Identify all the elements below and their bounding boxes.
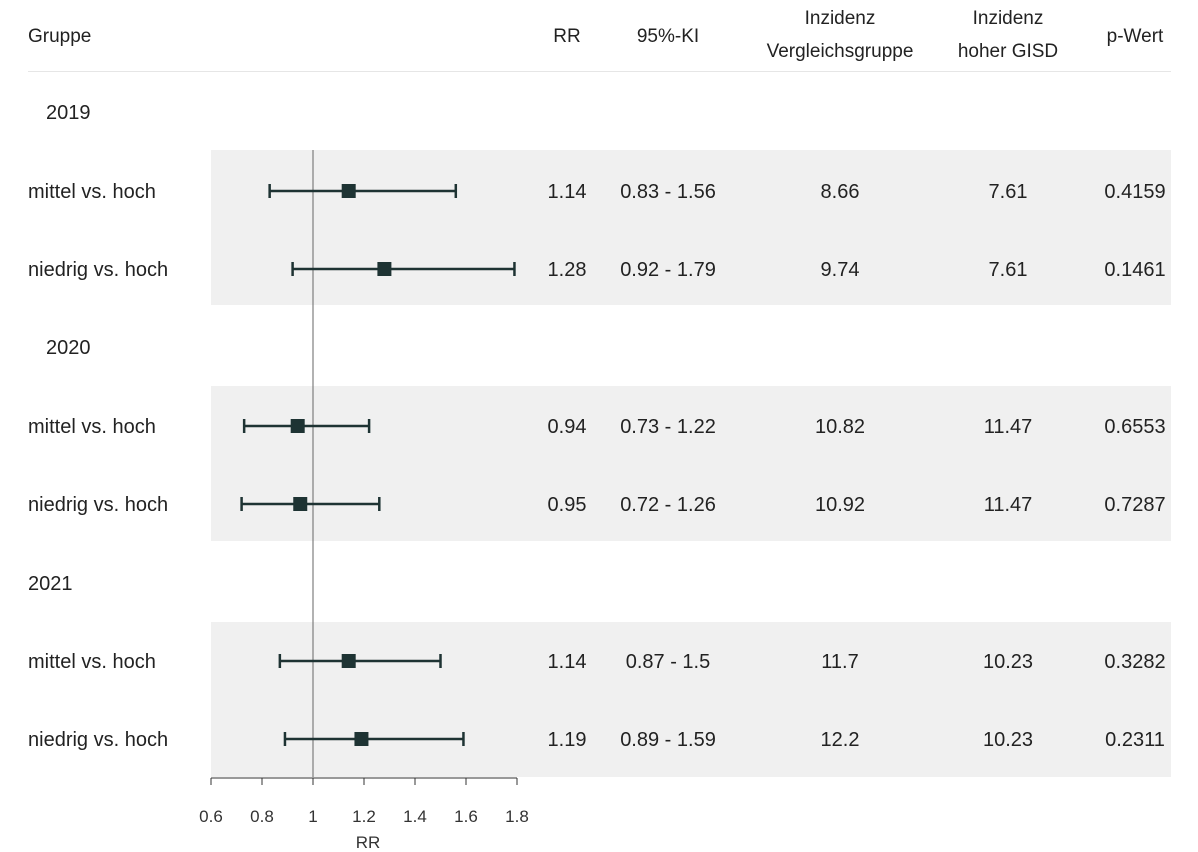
p-value: 0.6553 — [1104, 416, 1166, 438]
header-divider — [28, 71, 1171, 72]
rr-value: 1.28 — [547, 259, 587, 281]
row-label: mittel vs. hoch — [28, 181, 156, 203]
inzidenz-vergleich-value: 9.74 — [820, 259, 860, 281]
point-estimate — [341, 184, 356, 198]
p-value: 0.7287 — [1104, 494, 1166, 516]
inzidenz-vergleich-value: 10.82 — [814, 416, 866, 438]
rr-value: 1.19 — [547, 729, 587, 751]
x-tick-label: 0.8 — [250, 807, 274, 826]
p-value: 0.1461 — [1104, 259, 1166, 281]
inzidenz-vergleich-value: 10.92 — [814, 494, 866, 516]
x-tick-label: 1.4 — [403, 807, 427, 826]
ci-value: 0.87 - 1.5 — [625, 651, 711, 673]
rr-value: 1.14 — [547, 181, 587, 203]
x-tick-label: 1 — [308, 807, 317, 826]
inzidenz-hoch-value: 11.47 — [983, 494, 1033, 516]
header-p-wert: p-Wert — [1106, 26, 1164, 47]
inzidenz-hoch-value: 10.23 — [982, 729, 1034, 751]
inzidenz-vergleich-value: 12.2 — [820, 729, 860, 751]
point-estimate — [293, 497, 308, 511]
ci-value: 0.92 - 1.79 — [620, 259, 716, 281]
row-label: mittel vs. hoch — [28, 416, 156, 438]
ci-value: 0.83 - 1.56 — [620, 181, 716, 203]
header-rr: RR — [553, 26, 581, 47]
group-label-2019: 2019 — [46, 102, 91, 124]
ci-value: 0.72 - 1.26 — [620, 494, 716, 516]
p-value: 0.2311 — [1105, 729, 1165, 751]
point-estimate — [354, 732, 369, 746]
inzidenz-hoch-value: 11.47 — [983, 416, 1033, 438]
group-band-2019 — [211, 150, 1171, 305]
p-value: 0.4159 — [1104, 181, 1166, 203]
x-tick-label: 0.6 — [199, 807, 223, 826]
header-inzidenz-hoch-line2: hoher GISD — [957, 41, 1059, 62]
inzidenz-hoch-value: 10.23 — [982, 651, 1034, 673]
x-axis-label: RR — [356, 833, 381, 852]
header-ci: 95%-KI — [636, 26, 700, 47]
ci-value: 0.73 - 1.22 — [620, 416, 716, 438]
point-estimate — [377, 262, 392, 276]
row-label: niedrig vs. hoch — [28, 494, 169, 516]
rr-value: 1.14 — [547, 651, 587, 673]
rr-value: 0.94 — [547, 416, 587, 438]
group-label-2021: 2021 — [28, 573, 73, 595]
row-label: niedrig vs. hoch — [28, 729, 169, 751]
x-tick-label: 1.6 — [454, 807, 478, 826]
inzidenz-hoch-value: 7.61 — [988, 181, 1028, 203]
point-estimate — [341, 654, 356, 668]
x-tick-label: 1.2 — [352, 807, 376, 826]
inzidenz-vergleich-value: 8.66 — [820, 181, 860, 203]
rr-value: 0.95 — [547, 494, 587, 516]
header-inzidenz-vergleich-line2: Vergleichsgruppe — [766, 41, 914, 62]
point-estimate — [290, 419, 305, 433]
p-value: 0.3282 — [1104, 651, 1166, 673]
ci-value: 0.89 - 1.59 — [620, 729, 716, 751]
inzidenz-hoch-value: 7.61 — [988, 259, 1028, 281]
group-label-2020: 2020 — [46, 337, 91, 359]
inzidenz-vergleich-value: 11.7 — [821, 651, 859, 673]
row-label: mittel vs. hoch — [28, 651, 156, 673]
x-tick-label: 1.8 — [505, 807, 529, 826]
header-inzidenz-vergleich-line1: Inzidenz — [804, 8, 876, 29]
group-band-2020 — [211, 386, 1171, 541]
header-group: Gruppe — [28, 26, 92, 47]
header-inzidenz-hoch-line1: Inzidenz — [972, 8, 1044, 29]
row-label: niedrig vs. hoch — [28, 259, 169, 281]
group-band-2021 — [211, 622, 1171, 777]
